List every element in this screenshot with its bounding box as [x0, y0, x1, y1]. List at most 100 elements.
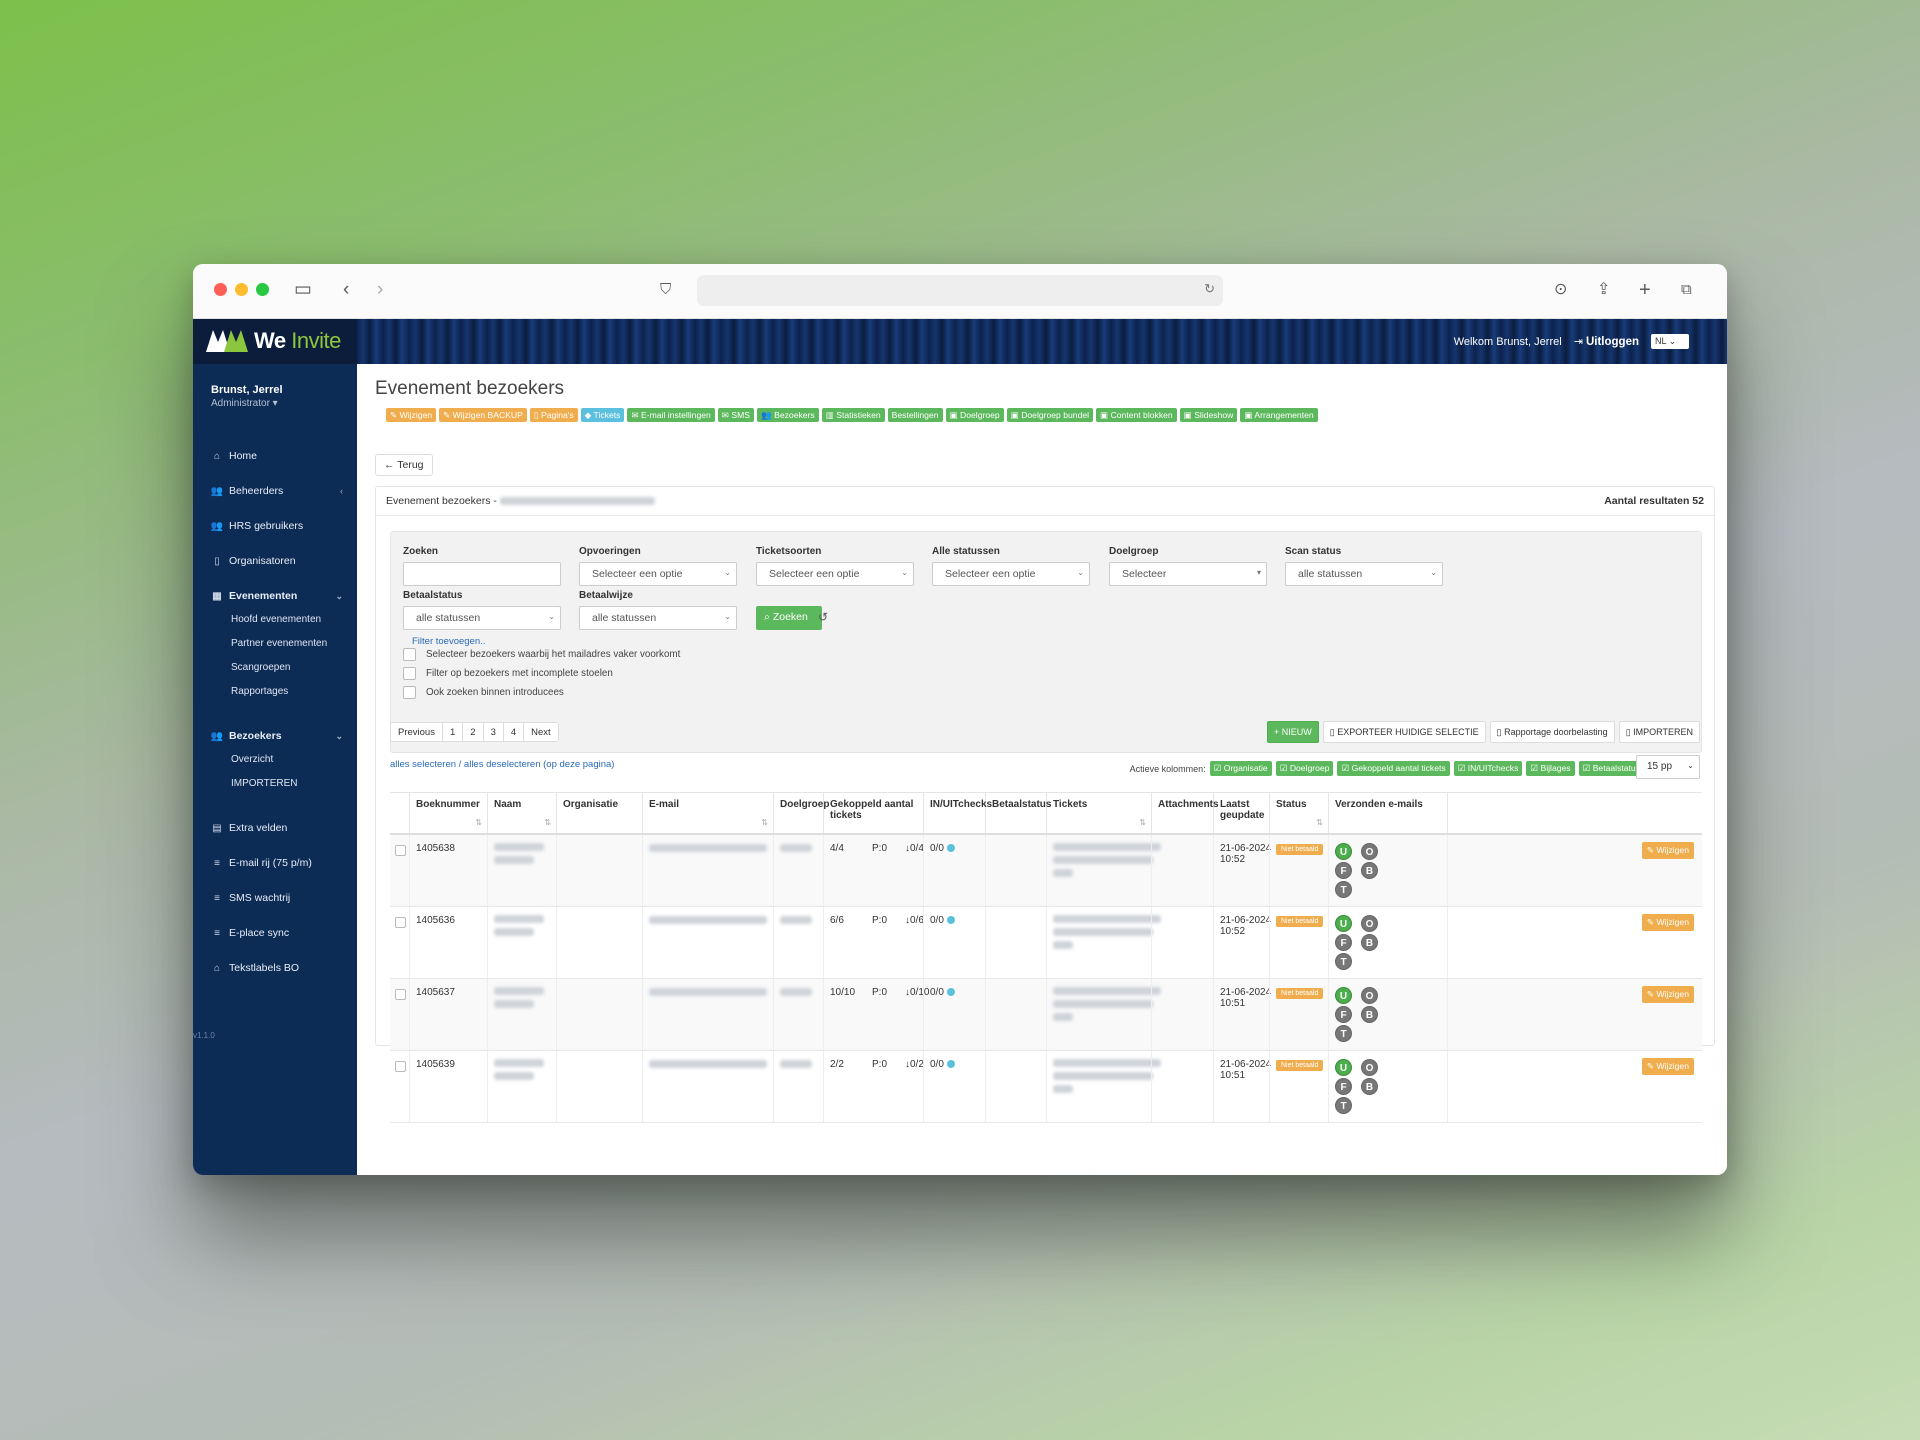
pagination-page[interactable]: 2 — [462, 723, 483, 741]
active-column-tag[interactable]: ☑ Gekoppeld aantal tickets — [1337, 761, 1450, 776]
booking-number[interactable]: 1405636 — [416, 915, 455, 926]
doelgroep-select[interactable]: Selecteer ▾ — [1109, 562, 1267, 586]
email-status-b-icon[interactable]: B — [1361, 1078, 1378, 1095]
toolbar-button-sms[interactable]: ✉ SMS — [717, 408, 755, 422]
sort-icon[interactable]: ⇅ — [1139, 818, 1146, 827]
sidebar-subitem-partner[interactable]: Partner evenementen — [231, 638, 328, 649]
email-status-f-icon[interactable]: F — [1335, 1006, 1352, 1023]
sidebar-item-extra-velden[interactable]: ▤ Extra velden — [193, 811, 357, 845]
sort-icon[interactable]: ⇅ — [761, 818, 768, 827]
weinvite-logo[interactable]: We Invite — [206, 326, 341, 356]
pagination-next[interactable]: Next — [523, 723, 558, 741]
column-header[interactable]: Laatst geupdate — [1214, 793, 1270, 835]
toolbar-button-arrangementen[interactable]: ▣ Arrangementen — [1240, 408, 1318, 422]
column-header[interactable]: Gekoppeld aantal tickets — [824, 793, 924, 835]
row-checkbox[interactable] — [395, 1061, 406, 1072]
toolbar-button-pagina-s[interactable]: ▯ Pagina's — [529, 408, 578, 422]
info-icon[interactable] — [946, 916, 955, 925]
sort-icon[interactable]: ⇅ — [475, 818, 482, 827]
toolbar-button-wijzigen[interactable]: ✎ Wijzigen — [386, 408, 437, 422]
column-header[interactable]: Tickets ⇅ — [1047, 793, 1152, 835]
toolbar-button-statistieken[interactable]: ▥ Statistieken — [821, 408, 885, 422]
booking-number[interactable]: 1405637 — [416, 987, 455, 998]
download-icon[interactable]: ⊙ — [1554, 281, 1568, 298]
toolbar-button-bestellingen[interactable]: Bestellingen — [887, 408, 943, 422]
ticketsoorten-select[interactable]: Selecteer een optie ⌄ — [756, 562, 914, 586]
email-status-t-icon[interactable]: T — [1335, 1025, 1352, 1042]
reload-icon[interactable]: ↻ — [1204, 281, 1215, 296]
email-status-o-icon[interactable]: O — [1361, 987, 1378, 1004]
introducees-checkbox[interactable]: Ook zoeken binnen introducees — [403, 686, 564, 699]
email-status-t-icon[interactable]: T — [1335, 1097, 1352, 1114]
tabs-overview-icon[interactable]: ⧉ — [1681, 281, 1692, 298]
close-window-button[interactable] — [214, 283, 227, 296]
active-column-tag[interactable]: ☑ Bijlages — [1526, 761, 1575, 776]
column-header[interactable]: Organisatie — [557, 793, 643, 835]
active-column-tag[interactable]: ☑ Doelgroep — [1275, 761, 1334, 776]
toolbar-button-e-mail-instellingen[interactable]: ✉ E-mail instellingen — [627, 408, 715, 422]
sidebar-item-organisatoren[interactable]: ▯ Organisatoren — [193, 544, 357, 578]
edit-row-button[interactable]: ✎ Wijzigen — [1641, 986, 1694, 1003]
row-checkbox[interactable] — [395, 917, 406, 928]
email-status-o-icon[interactable]: O — [1361, 1059, 1378, 1076]
checkbox[interactable] — [403, 686, 416, 699]
toolbar-button-content-blokken[interactable]: ▣ Content blokken — [1096, 408, 1177, 422]
email-status-u-icon[interactable]: U — [1335, 915, 1352, 932]
back-nav-icon[interactable]: ‹ — [343, 279, 350, 300]
email-status-b-icon[interactable]: B — [1361, 934, 1378, 951]
incomplete-seats-checkbox[interactable]: Filter op bezoekers met incomplete stoel… — [403, 667, 613, 680]
column-header[interactable]: IN/UITchecks — [924, 793, 992, 835]
edit-row-button[interactable]: ✎ Wijzigen — [1641, 1058, 1694, 1075]
column-header[interactable]: Boeknummer ⇅ — [410, 793, 488, 835]
sidebar-subitem-scangroepen[interactable]: Scangroepen — [231, 662, 291, 673]
new-button[interactable]: + NIEUW — [1267, 721, 1319, 743]
column-header[interactable]: Doelgroep — [774, 793, 829, 835]
email-status-u-icon[interactable]: U — [1335, 843, 1352, 860]
email-status-f-icon[interactable]: F — [1335, 862, 1352, 879]
sidebar-item-beheerders[interactable]: 👥 Beheerders ‹ — [193, 474, 357, 508]
sidebar-item-tekstlabels[interactable]: ⌂ Tekstlabels BO — [193, 951, 357, 985]
per-page-select[interactable]: 15 pp ⌄ — [1636, 755, 1700, 779]
sidebar-item-email-rij[interactable]: ≡ E-mail rij (75 p/m) — [193, 846, 357, 880]
report-button[interactable]: ▯ Rapportage doorbelasting — [1489, 721, 1615, 743]
user-role-dropdown[interactable]: Administrator ▾ — [211, 398, 278, 409]
sidebar-subitem-overzicht[interactable]: Overzicht — [231, 754, 274, 765]
betaalwijze-select[interactable]: alle statussen ⌄ — [579, 606, 737, 630]
row-checkbox[interactable] — [395, 989, 406, 1000]
email-status-o-icon[interactable]: O — [1361, 915, 1378, 932]
toolbar-button-slideshow[interactable]: ▣ Slideshow — [1179, 408, 1238, 422]
email-status-t-icon[interactable]: T — [1335, 881, 1352, 898]
toolbar-button-doelgroep[interactable]: ▣ Doelgroep — [945, 408, 1004, 422]
info-icon[interactable] — [946, 1060, 955, 1069]
column-header[interactable]: E-mail ⇅ — [643, 793, 774, 835]
column-header[interactable]: Attachments — [1152, 793, 1219, 835]
email-status-o-icon[interactable]: O — [1361, 843, 1378, 860]
booking-number[interactable]: 1405639 — [416, 1059, 455, 1070]
pagination-page[interactable]: 4 — [502, 723, 524, 741]
toolbar-button-wijzigen-backup[interactable]: ✎ Wijzigen BACKUP — [439, 408, 527, 422]
shield-icon[interactable]: ⛉ — [660, 281, 672, 298]
logout-link[interactable]: ⇥ Uitloggen — [1574, 335, 1639, 348]
sort-icon[interactable]: ⇅ — [1316, 818, 1323, 827]
statussen-select[interactable]: Selecteer een optie ⌄ — [932, 562, 1090, 586]
scan-status-select[interactable]: alle statussen ⌄ — [1285, 562, 1443, 586]
email-status-b-icon[interactable]: B — [1361, 1006, 1378, 1023]
sidebar-subitem-importeren[interactable]: IMPORTEREN — [231, 778, 298, 789]
reset-icon[interactable]: ↺ — [817, 610, 829, 624]
address-bar[interactable]: ↻ — [697, 275, 1223, 306]
active-column-tag[interactable]: ☑ Organisatie — [1209, 761, 1272, 776]
forward-nav-icon[interactable]: › — [377, 279, 384, 300]
toolbar-button-doelgroep-bundel[interactable]: ▣ Doelgroep bundel — [1006, 408, 1094, 422]
column-header[interactable]: Naam ⇅ — [488, 793, 557, 835]
email-status-u-icon[interactable]: U — [1335, 1059, 1352, 1076]
sidebar-item-eplace[interactable]: ≡ E-place sync — [193, 916, 357, 950]
sidebar-subitem-hoofd[interactable]: Hoofd evenementen — [231, 614, 322, 625]
active-column-tag[interactable]: ☑ IN/UITchecks — [1453, 761, 1523, 776]
column-header[interactable]: Status ⇅ — [1270, 793, 1329, 835]
column-header[interactable]: Betaalstatus — [986, 793, 1051, 835]
booking-number[interactable]: 1405638 — [416, 843, 455, 854]
sidebar-item-bezoekers[interactable]: 👥 Bezoekers ⌄ — [193, 719, 357, 753]
pagination-page[interactable]: 3 — [482, 723, 503, 741]
active-column-tag[interactable]: ☑ Betaalstatus — [1578, 761, 1644, 776]
sidebar-item-home[interactable]: ⌂ Home — [193, 439, 357, 473]
